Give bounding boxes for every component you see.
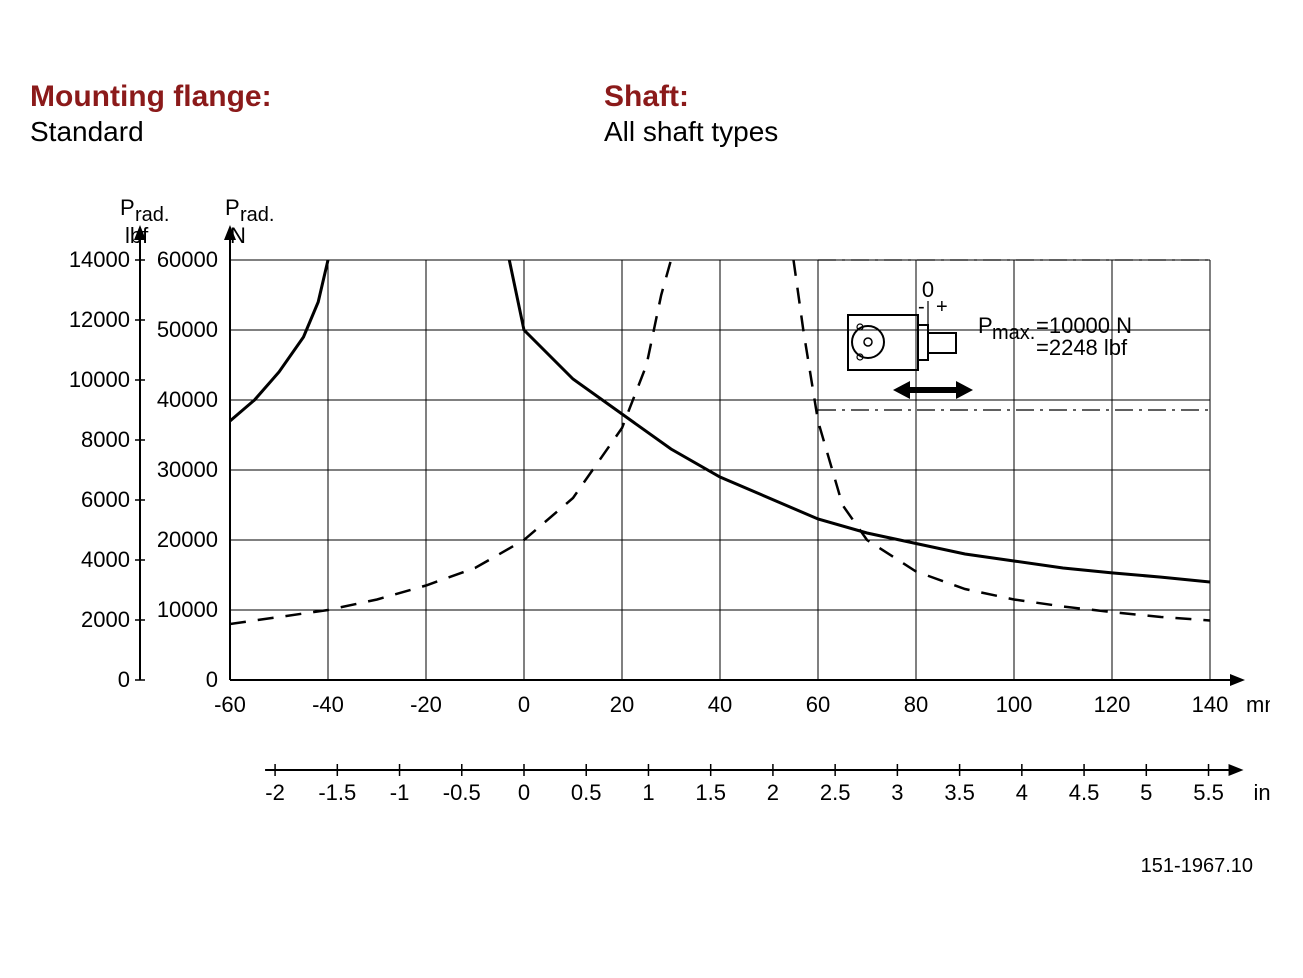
- svg-text:5: 5: [1140, 780, 1152, 805]
- svg-text:3.5: 3.5: [944, 780, 975, 805]
- svg-text:2.5: 2.5: [820, 780, 851, 805]
- svg-text:12000: 12000: [69, 307, 130, 332]
- svg-text:P: P: [225, 195, 240, 220]
- svg-text:-1: -1: [390, 780, 410, 805]
- svg-text:2: 2: [767, 780, 779, 805]
- header-left: Mounting flange: Standard: [30, 80, 272, 148]
- svg-text:-0.5: -0.5: [443, 780, 481, 805]
- svg-text:1: 1: [642, 780, 654, 805]
- svg-text:20000: 20000: [157, 527, 218, 552]
- svg-text:4: 4: [1016, 780, 1028, 805]
- svg-text:5.5: 5.5: [1193, 780, 1224, 805]
- svg-text:10000: 10000: [69, 367, 130, 392]
- svg-text:-1.5: -1.5: [318, 780, 356, 805]
- svg-text:40: 40: [708, 692, 732, 717]
- header-right: Shaft: All shaft types: [604, 80, 778, 148]
- svg-text:14000: 14000: [69, 247, 130, 272]
- shaft-title: Shaft:: [604, 80, 778, 114]
- svg-text:lbf: lbf: [125, 223, 149, 248]
- chart-svg: -60-40-20020406080100120140mm01000020000…: [30, 180, 1270, 880]
- svg-text:60: 60: [806, 692, 830, 717]
- svg-text:10000: 10000: [157, 597, 218, 622]
- svg-text:40000: 40000: [157, 387, 218, 412]
- svg-text:0: 0: [518, 780, 530, 805]
- svg-text:0.5: 0.5: [571, 780, 602, 805]
- svg-text:120: 120: [1094, 692, 1131, 717]
- svg-text:N: N: [230, 223, 246, 248]
- svg-text:+: +: [936, 296, 948, 318]
- mounting-flange-title: Mounting flange:: [30, 80, 272, 114]
- svg-text:80: 80: [904, 692, 928, 717]
- svg-text:-40: -40: [312, 692, 344, 717]
- svg-text:P: P: [978, 313, 993, 338]
- svg-text:8000: 8000: [81, 427, 130, 452]
- svg-text:0: 0: [118, 667, 130, 692]
- shaft-load-chart: -60-40-20020406080100120140mm01000020000…: [30, 180, 1270, 880]
- svg-text:1.5: 1.5: [695, 780, 726, 805]
- svg-text:-60: -60: [214, 692, 246, 717]
- svg-text:-2: -2: [265, 780, 285, 805]
- svg-text:4000: 4000: [81, 547, 130, 572]
- svg-text:mm: mm: [1246, 692, 1270, 717]
- svg-text:-: -: [918, 296, 925, 318]
- svg-text:-20: -20: [410, 692, 442, 717]
- figure-id: 151-1967.10: [1141, 855, 1253, 878]
- svg-text:P: P: [120, 195, 135, 220]
- svg-text:4.5: 4.5: [1069, 780, 1100, 805]
- svg-text:in: in: [1254, 780, 1270, 805]
- svg-text:140: 140: [1192, 692, 1229, 717]
- svg-text:2000: 2000: [81, 607, 130, 632]
- svg-text:30000: 30000: [157, 457, 218, 482]
- svg-text:=2248 lbf: =2248 lbf: [1036, 335, 1128, 360]
- svg-text:6000: 6000: [81, 487, 130, 512]
- svg-text:50000: 50000: [157, 317, 218, 342]
- svg-text:60000: 60000: [157, 247, 218, 272]
- svg-text:20: 20: [610, 692, 634, 717]
- svg-text:0: 0: [518, 692, 530, 717]
- svg-text:3: 3: [891, 780, 903, 805]
- shaft-value: All shaft types: [604, 116, 778, 148]
- svg-text:0: 0: [206, 667, 218, 692]
- svg-text:100: 100: [996, 692, 1033, 717]
- mounting-flange-value: Standard: [30, 116, 272, 148]
- svg-text:max.: max.: [992, 322, 1035, 344]
